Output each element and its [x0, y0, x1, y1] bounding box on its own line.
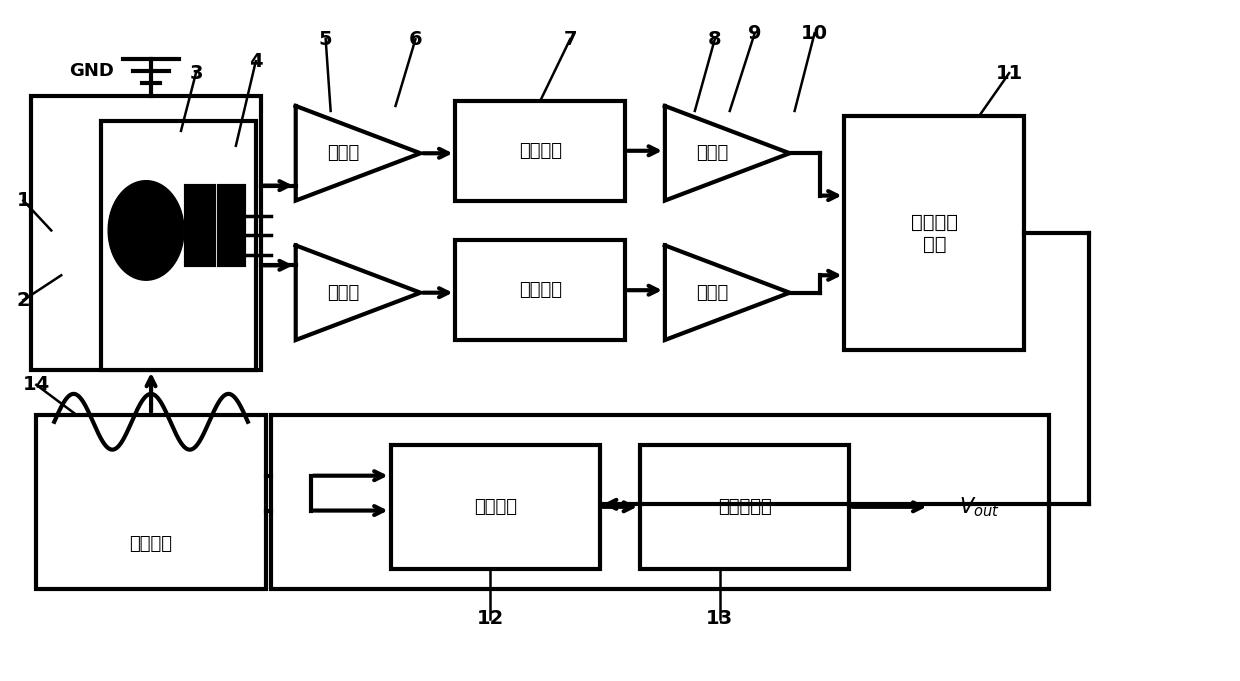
Bar	[219, 186, 244, 266]
Text: 跟随器: 跟随器	[696, 284, 728, 302]
Text: 9: 9	[748, 24, 761, 43]
Text: 调零电路: 调零电路	[518, 142, 562, 160]
Text: 振荡电路: 振荡电路	[129, 535, 172, 553]
Text: 13: 13	[707, 609, 733, 629]
Text: GND: GND	[68, 62, 114, 80]
Text: 2: 2	[16, 291, 30, 310]
Text: 11: 11	[996, 63, 1023, 82]
Text: 10: 10	[801, 24, 828, 43]
Bar	[640, 445, 849, 569]
Text: 7: 7	[563, 30, 577, 49]
Text: 解调电路: 解调电路	[474, 498, 517, 516]
Text: 低通滤波器: 低通滤波器	[718, 498, 771, 516]
Bar	[270, 415, 1049, 589]
Text: 14: 14	[22, 375, 50, 394]
Bar	[455, 240, 625, 340]
Text: 4: 4	[249, 52, 263, 71]
Text: 5: 5	[319, 30, 332, 49]
Text: 12: 12	[476, 609, 503, 629]
Polygon shape	[108, 180, 184, 281]
Text: $V_{out}$: $V_{out}$	[959, 495, 999, 519]
Text: 跟随器: 跟随器	[327, 284, 360, 302]
Bar	[36, 415, 265, 589]
Bar	[391, 445, 600, 569]
Text: 调零电路: 调零电路	[518, 281, 562, 299]
Bar	[186, 186, 215, 266]
Text: 1: 1	[16, 191, 30, 210]
Bar	[844, 116, 1024, 350]
Text: 跟随器: 跟随器	[696, 144, 728, 162]
Bar	[102, 121, 255, 370]
Bar	[455, 101, 625, 201]
Text: 跟随器: 跟随器	[327, 144, 360, 162]
Text: 3: 3	[190, 63, 202, 82]
Text: 8: 8	[708, 30, 722, 49]
Text: 差分放大
电路: 差分放大 电路	[911, 212, 957, 253]
Text: 6: 6	[409, 30, 423, 49]
Bar	[31, 96, 260, 370]
